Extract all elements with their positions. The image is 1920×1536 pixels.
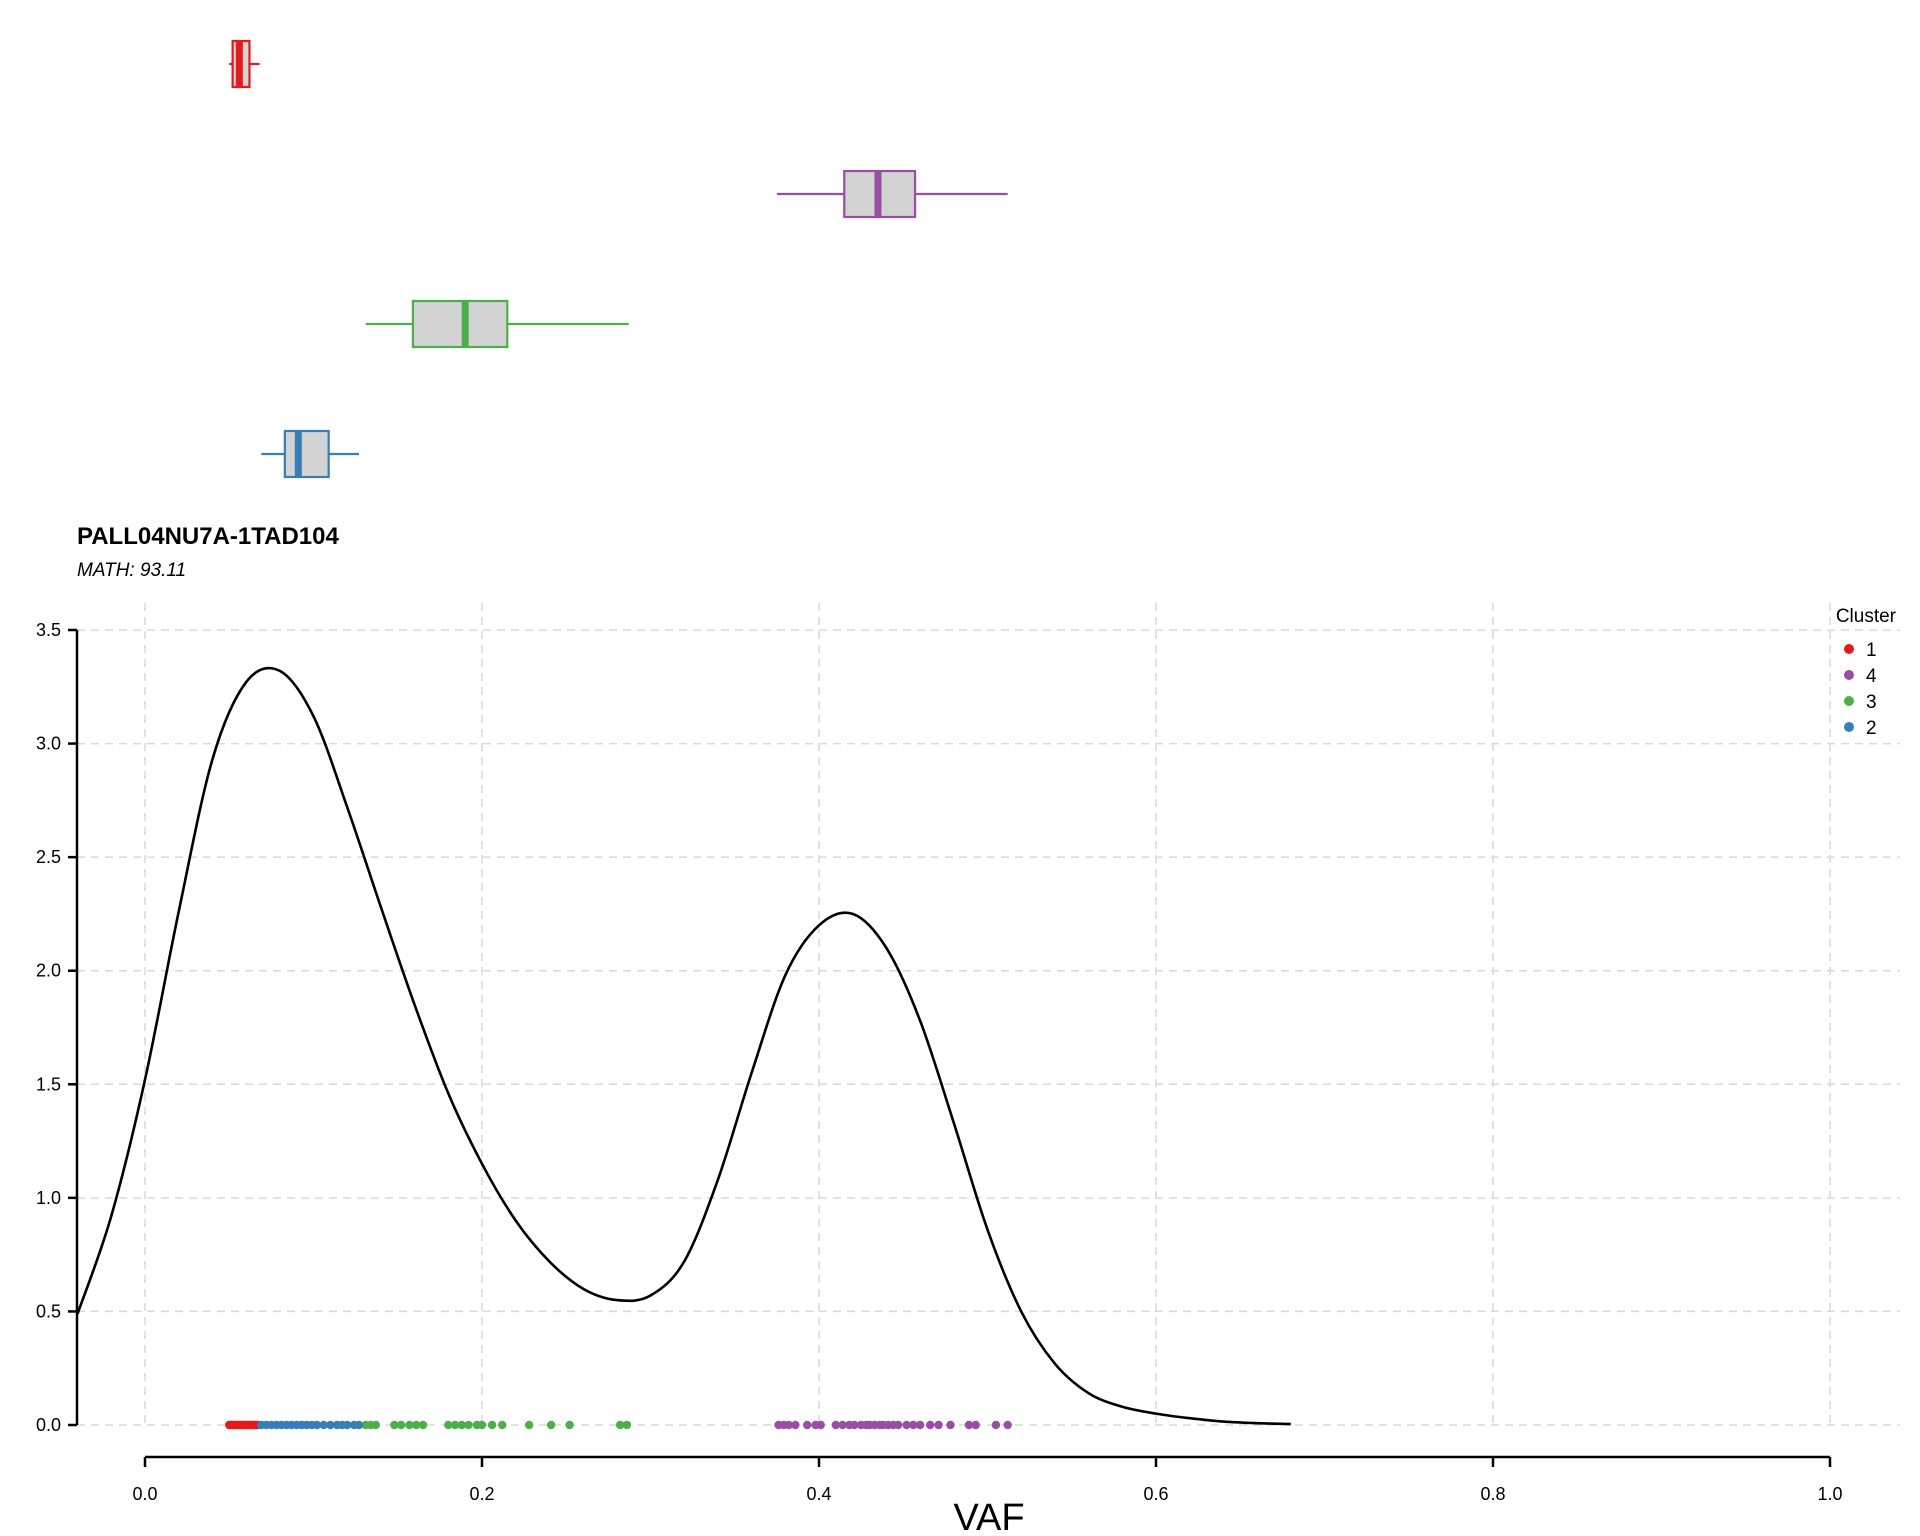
legend-label: 2: [1866, 718, 1877, 739]
x-tick-label: 0.6: [1143, 1484, 1168, 1504]
data-point: [354, 1420, 364, 1430]
data-point: [464, 1420, 473, 1430]
legend-label: 3: [1866, 692, 1877, 713]
data-point: [1003, 1420, 1012, 1430]
data-point: [444, 1420, 453, 1430]
density-curve: [76, 666, 1291, 1426]
data-point: [457, 1420, 466, 1430]
x-tick-label: 0.4: [806, 1484, 831, 1504]
x-tick-labels: 0.0 0.2 0.4 0.6 0.8 1.0: [132, 1484, 1842, 1504]
data-point: [412, 1420, 421, 1430]
boxplot-box: [283, 429, 330, 479]
y-tick-label: 3.0: [36, 734, 61, 754]
data-point: [831, 1420, 841, 1430]
data-point: [784, 1420, 793, 1430]
x-tick-label: 1.0: [1817, 1484, 1842, 1504]
data-point: [816, 1420, 825, 1430]
data-point: [565, 1420, 574, 1430]
cluster-boxplots: [229, 39, 1008, 479]
data-point: [803, 1420, 812, 1430]
data-point: [487, 1420, 497, 1430]
y-tick-label: 2.5: [36, 847, 61, 867]
chart-title: PALL04NU7A-1TAD104: [77, 523, 339, 550]
data-point: [615, 1420, 625, 1430]
y-tick-label: 1.5: [36, 1074, 61, 1094]
data-point: [991, 1420, 1001, 1430]
legend-key-1: [1844, 644, 1854, 654]
data-point: [326, 1420, 335, 1430]
data-point: [418, 1420, 428, 1430]
data-point: [791, 1420, 800, 1430]
data-point: [964, 1420, 974, 1430]
x-tick-label: 0.2: [469, 1484, 494, 1504]
data-point: [850, 1420, 859, 1430]
boxplot-cluster-3: [365, 299, 629, 349]
data-point: [926, 1420, 935, 1430]
x-tick-label: 0.0: [132, 1484, 157, 1504]
y-tick-label: 0.0: [36, 1415, 61, 1435]
legend-label: 4: [1866, 666, 1877, 687]
data-point: [524, 1420, 534, 1430]
data-point: [622, 1420, 632, 1430]
data-point: [450, 1420, 460, 1430]
y-tick-label: 0.5: [36, 1301, 61, 1321]
y-tick-label: 1.0: [36, 1188, 61, 1208]
boxplot-cluster-4: [776, 169, 1008, 219]
data-point: [893, 1420, 903, 1430]
data-point: [838, 1420, 847, 1430]
data-point: [971, 1420, 980, 1430]
boxplot-cluster-1: [229, 39, 260, 89]
data-point: [390, 1420, 399, 1430]
data-point: [319, 1420, 328, 1430]
boxplot-cluster-2: [261, 429, 359, 479]
data-points: [225, 1420, 1012, 1430]
data-point: [498, 1420, 507, 1430]
legend-label: 1: [1866, 640, 1877, 661]
chart-subtitle: MATH: 93.11: [77, 560, 186, 581]
legend-key-3: [1844, 696, 1854, 706]
boxplot-box: [411, 299, 509, 349]
y-tick-label: 3.5: [36, 620, 61, 640]
legend-key-2: [1844, 722, 1854, 732]
data-point: [371, 1420, 381, 1430]
grid-lines: [77, 603, 1900, 1426]
data-point: [934, 1420, 943, 1430]
data-point: [546, 1420, 556, 1430]
data-point: [909, 1420, 918, 1430]
data-point: [343, 1420, 352, 1430]
data-point: [915, 1420, 925, 1430]
data-point: [477, 1420, 487, 1430]
data-point: [946, 1420, 955, 1430]
y-tick-label: 2.0: [36, 961, 61, 981]
axes: [68, 628, 1832, 1467]
data-point: [396, 1420, 406, 1430]
x-axis-title: VAF: [953, 1497, 1024, 1536]
data-point: [902, 1420, 911, 1430]
legend-key-4: [1844, 670, 1854, 680]
data-point: [312, 1420, 322, 1430]
x-tick-label: 0.8: [1480, 1484, 1505, 1504]
data-point: [405, 1420, 414, 1430]
legend-title: Cluster: [1836, 606, 1897, 627]
legend: Cluster 1 4 3 2: [1836, 606, 1897, 739]
y-tick-labels: 0.0 0.5 1.0 1.5 2.0 2.5 3.0 3.5: [36, 620, 61, 1435]
